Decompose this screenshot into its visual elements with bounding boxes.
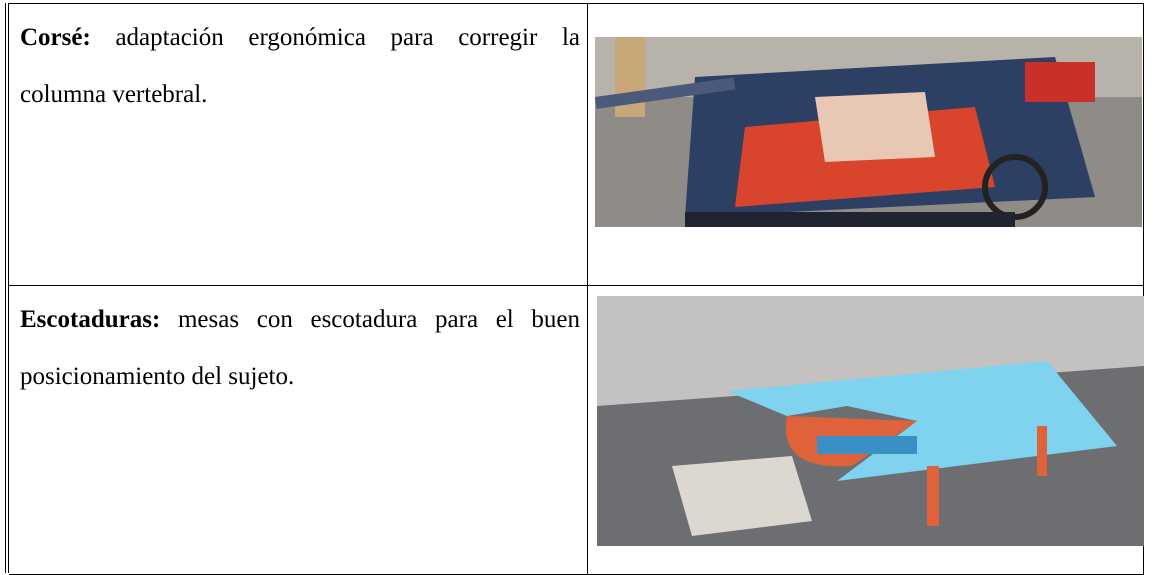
table-frame — [5, 3, 1148, 573]
description: adaptación ergonómica para corregir la c… — [20, 24, 580, 108]
term: Escotaduras: — [20, 306, 161, 333]
row-text: Escotaduras: mesas con escotadura para e… — [20, 291, 580, 405]
photo-wheelchair — [595, 37, 1142, 227]
page: Corsé: adaptación ergonómica para correg… — [5, 3, 1144, 575]
term: Corsé: — [20, 24, 91, 51]
photo-table — [597, 296, 1144, 546]
row-text: Corsé: adaptación ergonómica para correg… — [20, 9, 580, 123]
description: mesas con escotadura para el buen posici… — [20, 306, 581, 390]
